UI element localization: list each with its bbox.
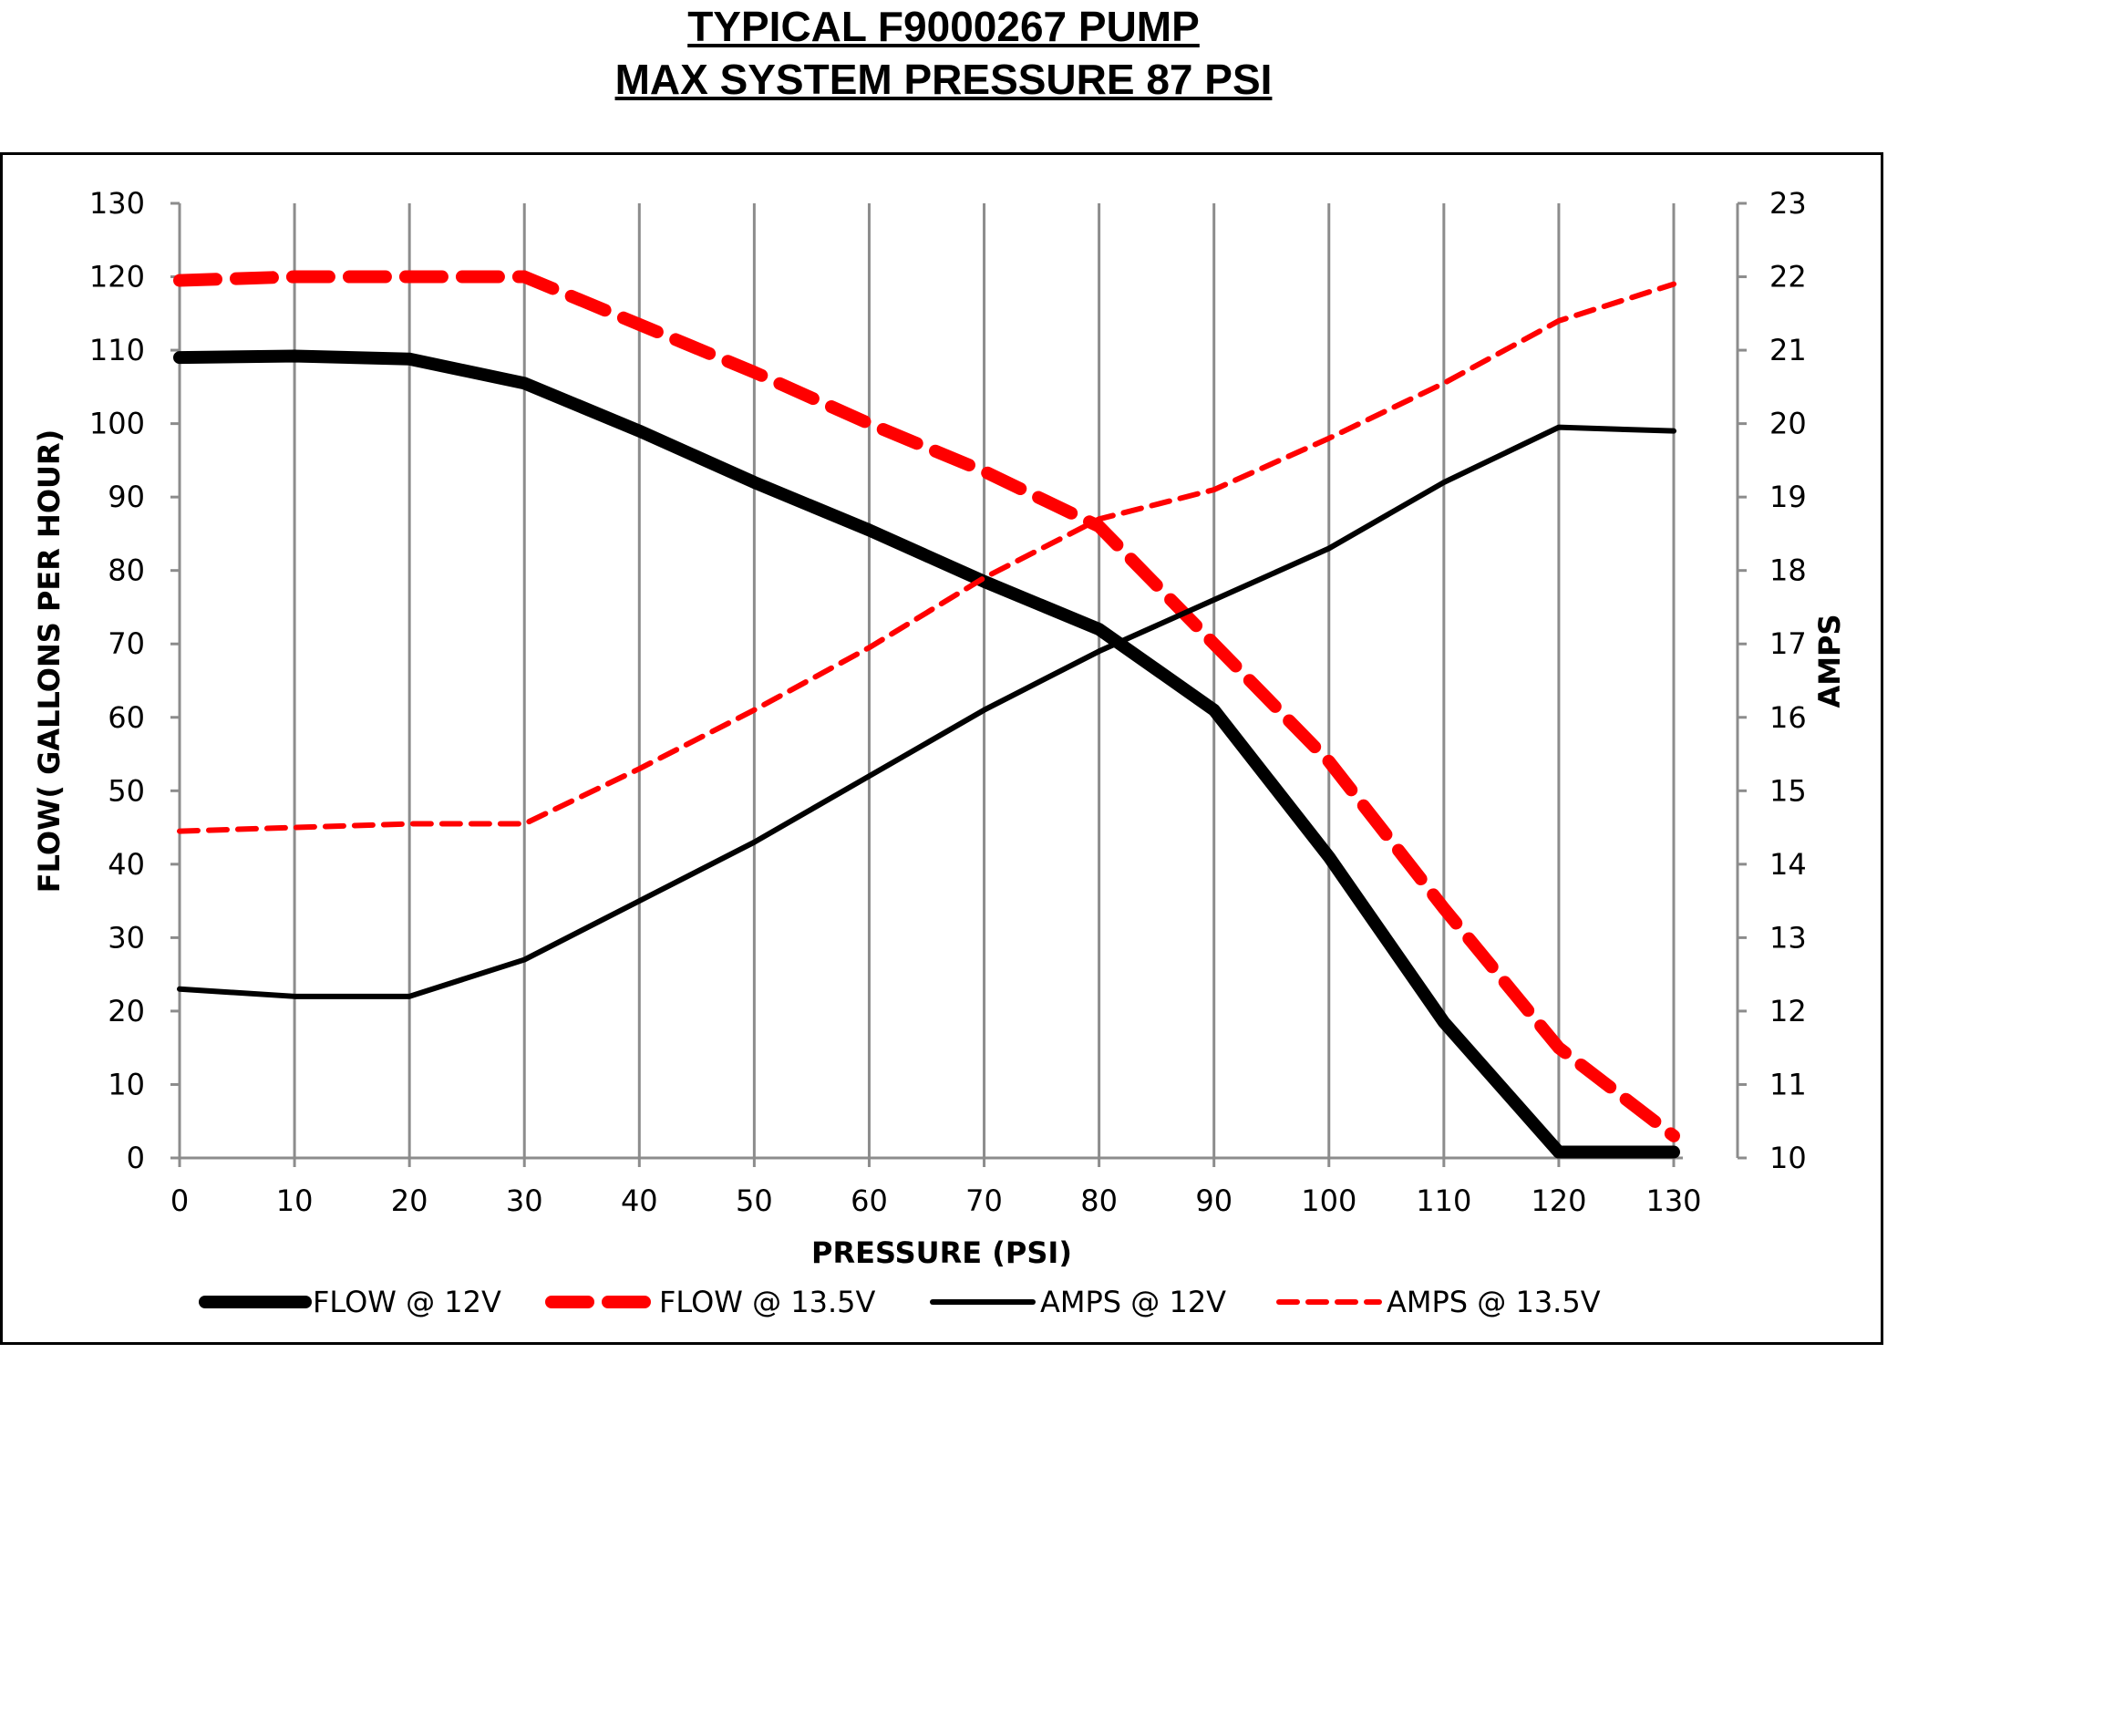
x-tick-label: 110	[1416, 1183, 1471, 1218]
series-line-amps-13-5v	[177, 281, 1676, 834]
legend-label: FLOW @ 12V	[313, 1285, 501, 1319]
y2-tick-label: 21	[1769, 333, 1807, 367]
y2-tick-label: 20	[1769, 407, 1807, 441]
x-tick-label: 50	[736, 1183, 773, 1218]
y-axis-title: FLOW( GALLONS PER HOUR)	[32, 429, 67, 894]
axes-layer: 0102030405060708090100110120130101112131…	[89, 186, 1807, 1218]
y2-tick-label: 14	[1769, 847, 1807, 882]
x-tick-label: 30	[506, 1183, 543, 1218]
x-tick-label: 60	[851, 1183, 888, 1218]
legend: FLOW @ 12V FLOW @ 13.5V AMPS @ 12V AMPS @ 1…	[199, 1285, 1601, 1319]
y2-tick-label: 11	[1769, 1067, 1807, 1101]
y-tick-label: 90	[108, 480, 145, 514]
series-line-flow-12v	[173, 349, 1680, 1159]
chart-svg: 0102030405060708090100110120130101112131…	[32, 186, 1847, 1319]
y-tick-label: 70	[108, 626, 145, 661]
y-tick-label: 80	[108, 553, 145, 588]
x-tick-label: 120	[1531, 1183, 1586, 1218]
grid-layer	[293, 203, 1676, 1158]
chart-subtitle: MAX SYSTEM PRESSURE 87 PSI	[614, 56, 1273, 103]
y-tick-label: 30	[108, 920, 145, 955]
x-tick-label: 100	[1301, 1183, 1356, 1218]
labels-layer: PRESSURE (PSI) FLOW( GALLONS PER HOUR) A…	[32, 429, 1847, 1270]
y2-axis-title: AMPS	[1812, 614, 1847, 708]
chart-title: TYPICAL F9000267 PUMP	[687, 3, 1200, 50]
y-tick-label: 40	[108, 847, 145, 882]
series-layer	[173, 270, 1680, 1159]
x-tick-label: 70	[965, 1183, 1003, 1218]
y-tick-label: 100	[89, 407, 145, 441]
y-tick-label: 120	[89, 260, 145, 294]
y2-tick-label: 13	[1769, 920, 1807, 955]
y2-tick-label: 17	[1769, 626, 1807, 661]
legend-label: FLOW @ 13.5V	[659, 1285, 876, 1319]
y2-tick-label: 16	[1769, 700, 1807, 735]
x-tick-label: 0	[170, 1183, 189, 1218]
legend-label: AMPS @ 12V	[1040, 1285, 1226, 1319]
y-tick-label: 10	[108, 1067, 145, 1101]
y-tick-label: 20	[108, 994, 145, 1028]
y2-tick-label: 23	[1769, 186, 1807, 221]
y-tick-label: 60	[108, 700, 145, 735]
y2-tick-label: 22	[1769, 260, 1807, 294]
x-tick-label: 40	[621, 1183, 658, 1218]
y-tick-label: 50	[108, 773, 145, 808]
y2-tick-label: 18	[1769, 553, 1807, 588]
x-axis-title: PRESSURE (PSI)	[811, 1235, 1072, 1270]
x-tick-label: 90	[1195, 1183, 1232, 1218]
x-tick-label: 20	[391, 1183, 428, 1218]
y2-tick-label: 10	[1769, 1141, 1807, 1175]
x-tick-label: 80	[1080, 1183, 1118, 1218]
y2-tick-label: 12	[1769, 994, 1807, 1028]
chart-frame: 0 10 20 30 40 50 60 70 80 90 100 110 120 130 10 11 12 13 1…	[0, 152, 1883, 1345]
series-line-amps-12v	[177, 424, 1676, 999]
y-tick-label: 130	[89, 186, 145, 221]
y-tick-label: 110	[89, 333, 145, 367]
legend-label: AMPS @ 13.5V	[1387, 1285, 1601, 1319]
y2-tick-label: 15	[1769, 773, 1807, 808]
y2-tick-label: 19	[1769, 480, 1807, 514]
chart-title-block: TYPICAL F9000267 PUMP MAX SYSTEM PRESSUR…	[0, 0, 1887, 106]
x-tick-label: 10	[276, 1183, 314, 1218]
y-tick-label: 0	[127, 1141, 145, 1175]
x-tick-label: 130	[1645, 1183, 1701, 1218]
series-line-flow-13-5v	[173, 270, 1680, 1142]
